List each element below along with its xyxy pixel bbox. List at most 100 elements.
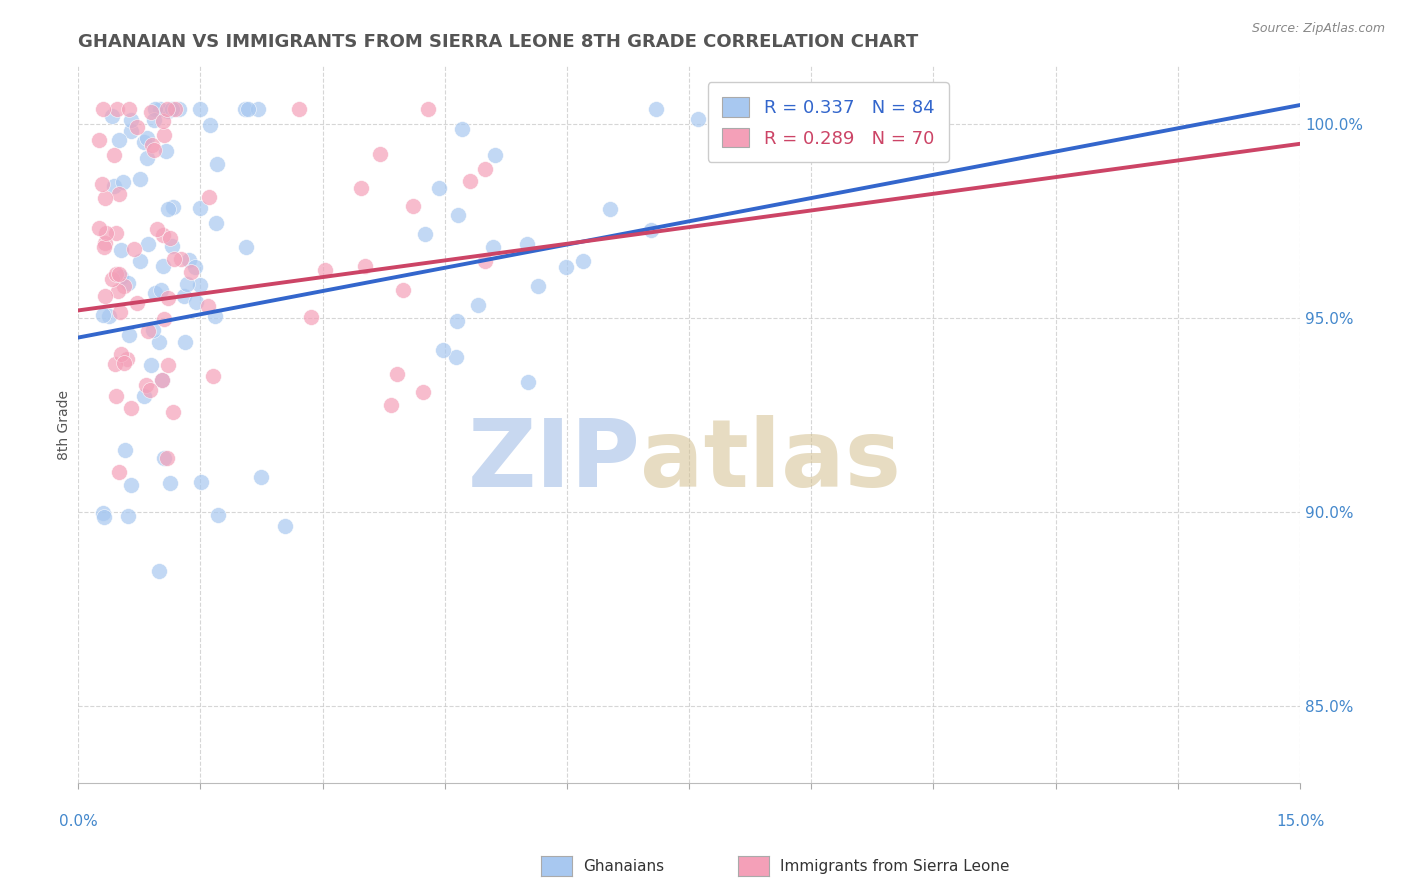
Point [516, 375, 538, 389]
Point [184, 295, 207, 310]
Point [150, 373, 173, 387]
Point [249, 470, 271, 484]
Point [350, 180, 373, 194]
Point [120, 124, 142, 138]
Text: Immigrants from Sierra Leone: Immigrants from Sierra Leone [780, 859, 1010, 873]
Point [143, 113, 166, 128]
Point [233, 102, 256, 116]
Text: Source: ZipAtlas.com: Source: ZipAtlas.com [1251, 22, 1385, 36]
Point [156, 202, 179, 216]
Point [104, 267, 127, 281]
Point [108, 133, 131, 147]
Point [299, 310, 322, 325]
Point [155, 145, 177, 159]
Point [112, 175, 135, 189]
Point [139, 358, 162, 372]
Point [122, 243, 145, 257]
Point [110, 346, 132, 360]
Point [149, 283, 172, 297]
Point [110, 305, 132, 319]
Point [572, 253, 595, 268]
Point [162, 239, 184, 253]
Point [688, 112, 710, 127]
Point [120, 401, 142, 416]
Point [156, 358, 179, 372]
Point [149, 102, 172, 116]
Point [188, 201, 211, 215]
Point [402, 199, 425, 213]
Point [380, 398, 402, 412]
Point [103, 179, 125, 194]
Point [173, 289, 195, 303]
Point [135, 378, 157, 392]
Point [205, 157, 228, 171]
Point [108, 268, 131, 282]
Point [447, 208, 470, 222]
Point [115, 352, 138, 367]
Point [156, 291, 179, 305]
Point [527, 279, 550, 293]
Point [136, 130, 159, 145]
Point [91, 308, 114, 322]
Point [105, 102, 128, 116]
Point [91, 506, 114, 520]
Point [169, 252, 191, 266]
Point [125, 120, 148, 135]
Point [93, 102, 115, 116]
Point [125, 296, 148, 310]
Point [599, 202, 621, 216]
Point [146, 222, 169, 236]
Point [159, 475, 181, 490]
Point [484, 147, 506, 161]
Point [165, 102, 187, 116]
Point [190, 475, 212, 489]
Point [204, 309, 226, 323]
Point [450, 122, 472, 136]
Point [180, 265, 202, 279]
Point [432, 343, 454, 357]
Point [114, 442, 136, 457]
Point [368, 147, 391, 161]
Point [152, 312, 174, 326]
Point [354, 259, 377, 273]
Point [117, 508, 139, 523]
Point [238, 102, 260, 116]
Point [482, 240, 505, 254]
Point [156, 451, 179, 466]
Point [474, 254, 496, 268]
Legend: R = 0.337   N = 84, R = 0.289   N = 70: R = 0.337 N = 84, R = 0.289 N = 70 [707, 82, 949, 162]
Point [446, 350, 468, 364]
Point [118, 102, 141, 116]
Point [413, 227, 436, 241]
Point [555, 260, 578, 274]
Point [156, 102, 179, 116]
Point [89, 133, 111, 147]
Point [516, 237, 538, 252]
Text: atlas: atlas [640, 415, 901, 507]
Point [97, 309, 120, 323]
Point [163, 252, 186, 266]
Point [152, 227, 174, 242]
Point [93, 288, 115, 302]
Point [110, 244, 132, 258]
Point [412, 385, 434, 400]
Y-axis label: 8th Grade: 8th Grade [58, 390, 72, 459]
Point [134, 389, 156, 403]
Point [640, 222, 662, 236]
Point [467, 298, 489, 312]
Point [129, 254, 152, 268]
Point [156, 104, 179, 119]
Point [117, 276, 139, 290]
Point [427, 181, 450, 195]
Point [143, 102, 166, 116]
Point [235, 240, 257, 254]
Point [167, 102, 190, 116]
Point [129, 172, 152, 186]
Point [174, 335, 197, 350]
Point [205, 216, 228, 230]
Point [89, 221, 111, 235]
Point [458, 174, 481, 188]
Point [138, 383, 160, 397]
Point [198, 118, 221, 132]
Text: 0.0%: 0.0% [59, 814, 97, 830]
